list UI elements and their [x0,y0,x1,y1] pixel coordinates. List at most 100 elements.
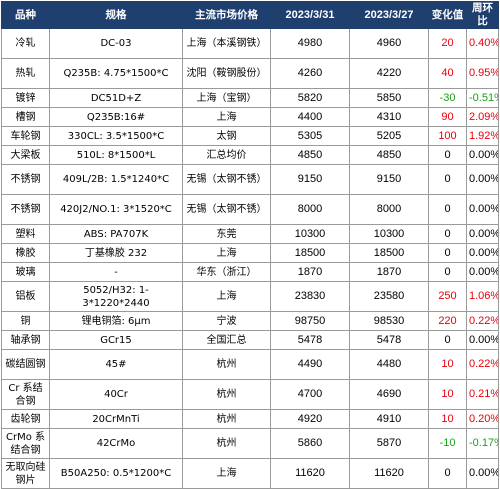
cell-spec: 510L: 8*1500*L [49,145,183,165]
cell-change: 0 [428,262,467,282]
cell-market: 东莞 [182,224,271,244]
table-row: 铜锂电铜箔: 6μm 宁波 98750 98530 220 0.22% [1,311,499,331]
cell-market: 上海 [182,107,271,127]
cell-spec: ABS: PA707K [49,224,183,244]
cell-variety: 橡胶 [1,243,50,263]
table-row: 热轧 Q235B: 4.75*1500*C 沈阳（鞍钢股份） 4260 4220 40 0.… [1,58,499,89]
cell-price-previous: 4480 [349,349,429,380]
table-row: 铝板 5052/H32: 1-3*1220*2440 上海 23830 23580 250… [1,281,499,312]
cell-change: 10 [428,409,467,429]
cell-price-current: 18500 [270,243,350,263]
cell-variety: 冷轧 [1,28,50,59]
cell-change: 0 [428,243,467,263]
cell-variety: 碳结圆钢 [1,349,50,380]
cell-market: 上海（宝钢） [182,88,271,108]
cell-variety: 塑料 [1,224,50,244]
cell-pct: 1.06% [466,281,499,312]
table-row: Cr 系结合钢 40Cr 杭州 4700 4690 10 0.21% [1,379,499,410]
cell-price-previous: 4910 [349,409,429,429]
cell-price-previous: 18500 [349,243,429,263]
table-row: 大梁板 510L: 8*1500*L 汇总均价 4850 4850 0 0.00% [1,145,499,165]
cell-price-previous: 5870 [349,428,429,459]
cell-market: 杭州 [182,409,271,429]
cell-pct: 0.22% [466,349,499,380]
header-spec: 规格 [49,1,183,29]
cell-pct: 0.00% [466,458,499,489]
table-body: 冷轧 DC-03 上海（本溪钢铁） 4980 4960 20 0.40% 热轧 Q235B: 4… [1,28,499,489]
cell-price-previous: 4850 [349,145,429,165]
cell-market: 沈阳（鞍钢股份） [182,58,271,89]
cell-pct: -0.51% [466,88,499,108]
cell-market: 华东（浙江） [182,262,271,282]
cell-pct: -0.17% [466,428,499,459]
cell-market: 杭州 [182,379,271,410]
cell-spec: 420J2/NO.1: 3*1520*C [49,194,183,225]
cell-variety: 铜 [1,311,50,331]
cell-pct: 0.95% [466,58,499,89]
cell-variety: 轴承钢 [1,330,50,350]
cell-variety: 无取向硅钢片 [1,458,50,489]
cell-spec: GCr15 [49,330,183,350]
cell-market: 全国汇总 [182,330,271,350]
cell-pct: 0.00% [466,145,499,165]
cell-variety: 车轮钢 [1,126,50,146]
cell-pct: 0.00% [466,330,499,350]
header-date-1: 2023/3/31 [270,1,350,29]
cell-price-current: 5478 [270,330,350,350]
table-row: 橡胶 丁基橡胶 232 上海 18500 18500 0 0.00% [1,243,499,263]
header-variety: 品种 [1,1,50,29]
cell-change: 20 [428,28,467,59]
cell-change: 10 [428,379,467,410]
cell-variety: Cr 系结合钢 [1,379,50,410]
header-date-2: 2023/3/27 [349,1,429,29]
table-row: 齿轮钢 20CrMnTi 杭州 4920 4910 10 0.20% [1,409,499,429]
cell-price-previous: 5850 [349,88,429,108]
cell-change: 0 [428,194,467,225]
cell-change: 250 [428,281,467,312]
header-change: 变化值 [428,1,467,29]
cell-change: 0 [428,145,467,165]
cell-market: 宁波 [182,311,271,331]
table-row: 轴承钢 GCr15 全国汇总 5478 5478 0 0.00% [1,330,499,350]
cell-spec: - [49,262,183,282]
cell-change: 0 [428,224,467,244]
cell-spec: 330CL: 3.5*1500*C [49,126,183,146]
cell-variety: CrMo 系结合钢 [1,428,50,459]
cell-market: 汇总均价 [182,145,271,165]
table-row: 不锈钢 420J2/NO.1: 3*1520*C 无锡（太钢不锈） 8000 8000 0… [1,194,499,225]
cell-spec: Q235B: 4.75*1500*C [49,58,183,89]
cell-market: 上海（本溪钢铁） [182,28,271,59]
cell-market: 太钢 [182,126,271,146]
cell-variety: 热轧 [1,58,50,89]
cell-spec: 42CrMo [49,428,183,459]
cell-market: 上海 [182,281,271,312]
cell-price-previous: 5478 [349,330,429,350]
cell-price-current: 5820 [270,88,350,108]
cell-price-current: 4980 [270,28,350,59]
cell-pct: 2.09% [466,107,499,127]
cell-market: 杭州 [182,428,271,459]
cell-change: 90 [428,107,467,127]
cell-price-current: 4400 [270,107,350,127]
cell-pct: 1.92% [466,126,499,146]
cell-spec: B50A250: 0.5*1200*C [49,458,183,489]
table-row: 玻璃 - 华东（浙江） 1870 1870 0 0.00% [1,262,499,282]
table-row: 塑料 ABS: PA707K 东莞 10300 10300 0 0.00% [1,224,499,244]
cell-price-previous: 5205 [349,126,429,146]
cell-spec: 45# [49,349,183,380]
cell-price-previous: 4220 [349,58,429,89]
cell-spec: Q235B:16# [49,107,183,127]
cell-market: 无锡（太钢不锈） [182,194,271,225]
cell-pct: 0.00% [466,224,499,244]
table-row: 冷轧 DC-03 上海（本溪钢铁） 4980 4960 20 0.40% [1,28,499,59]
cell-pct: 0.00% [466,194,499,225]
cell-pct: 0.20% [466,409,499,429]
cell-market: 上海 [182,458,271,489]
cell-price-previous: 4310 [349,107,429,127]
table-row: 碳结圆钢 45# 杭州 4490 4480 10 0.22% [1,349,499,380]
cell-change: 0 [428,458,467,489]
cell-pct: 0.00% [466,243,499,263]
cell-price-current: 4920 [270,409,350,429]
cell-market: 上海 [182,243,271,263]
cell-spec: DC51D+Z [49,88,183,108]
